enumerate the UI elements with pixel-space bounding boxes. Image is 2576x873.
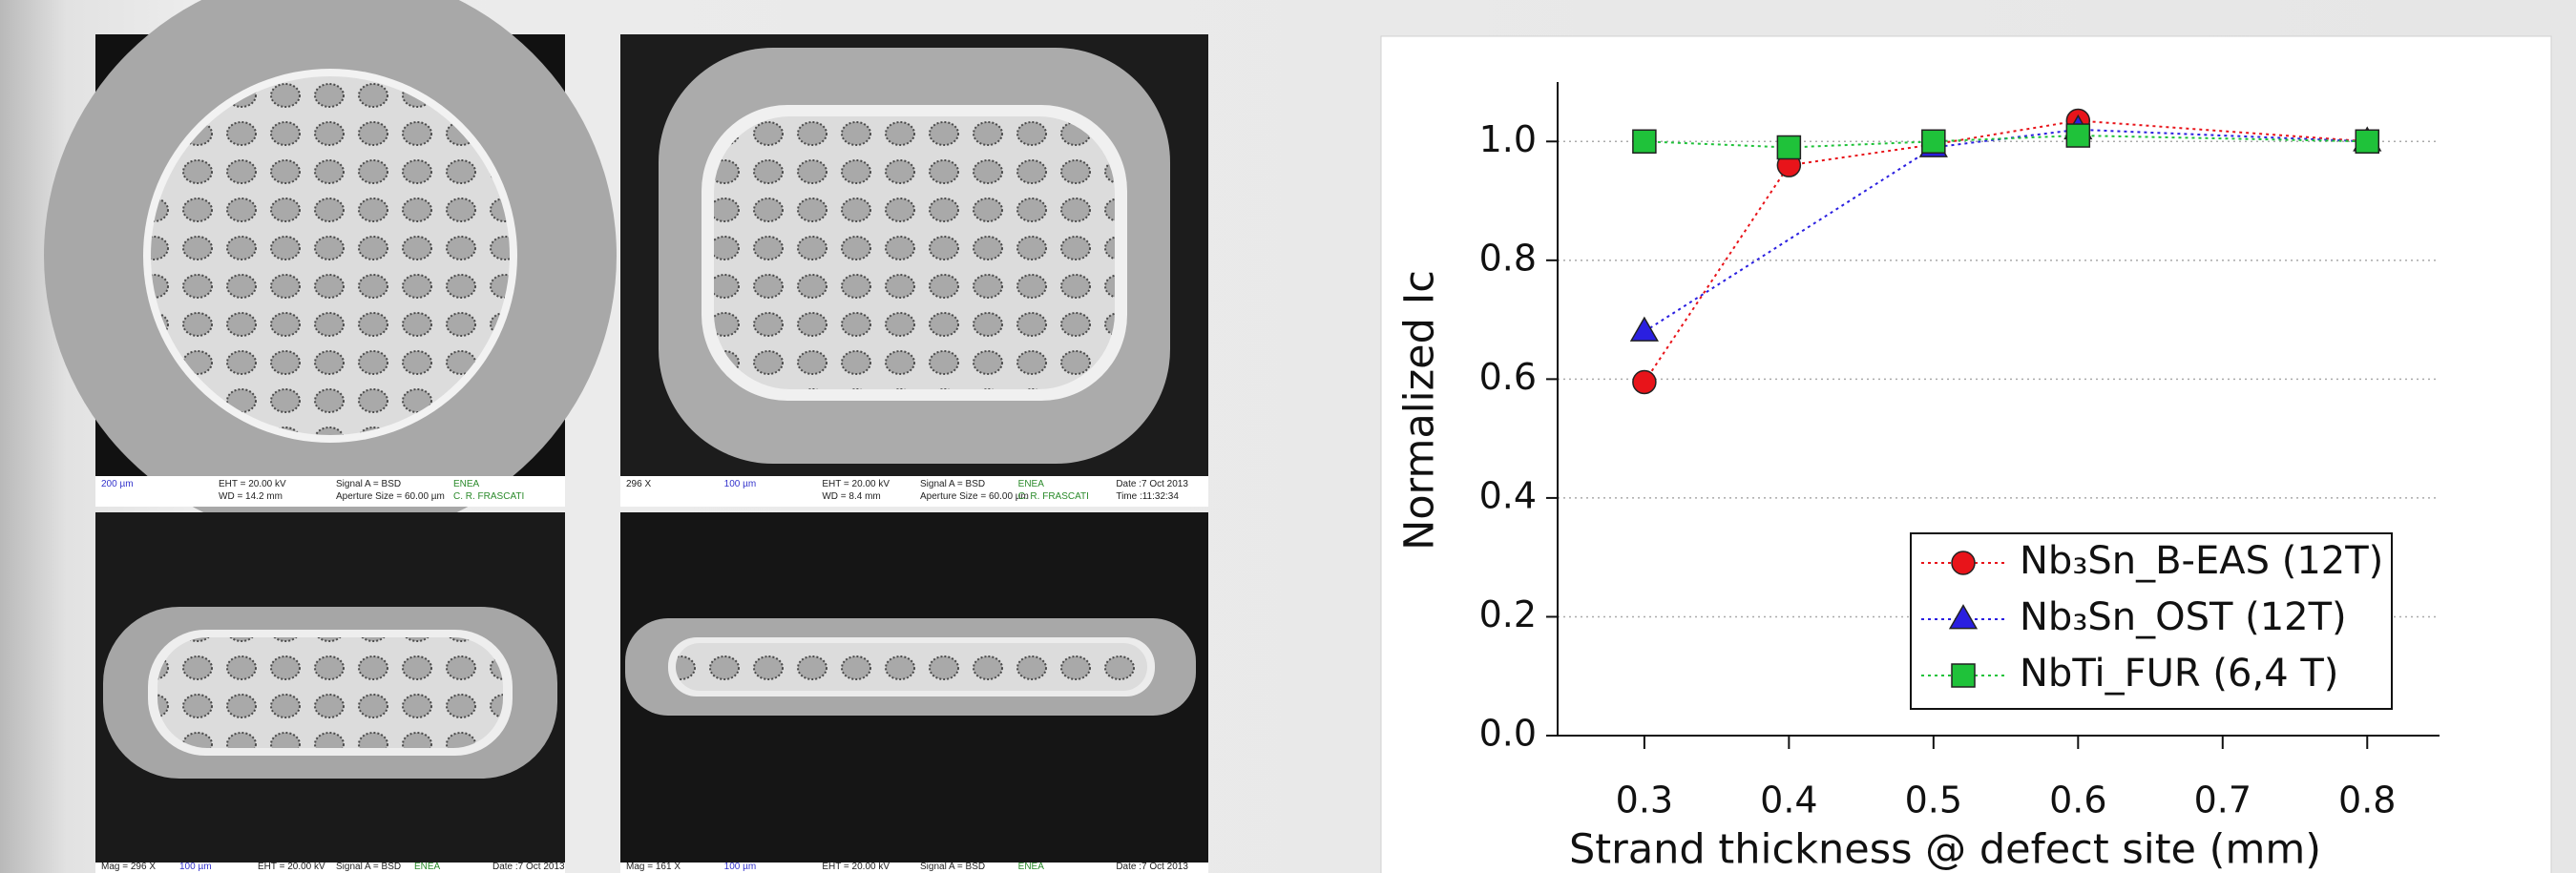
micrograph-info: 200 µm bbox=[101, 479, 134, 489]
y-axis-label: Normalized Ic bbox=[1396, 270, 1444, 551]
slide: {"chart_data": {"type": "line", "xlabel"… bbox=[0, 0, 2576, 873]
micrograph-info: Signal A = BSD bbox=[336, 862, 401, 872]
legend-label: NbTi_FUR (6,4 T) bbox=[2020, 652, 2338, 696]
y-tick-label: 1.0 bbox=[1479, 118, 1537, 160]
x-tick-label: 0.6 bbox=[2049, 779, 2106, 821]
micrograph-info: WD = 14.2 mm bbox=[219, 491, 283, 502]
slide-canvas: Normalized Ic Strand thickness @ defect … bbox=[0, 0, 2576, 873]
x-tick-label: 0.8 bbox=[2338, 779, 2396, 821]
micrograph bbox=[44, 0, 617, 542]
y-tick-label: 0.0 bbox=[1479, 713, 1537, 755]
x-tick-label: 0.4 bbox=[1760, 779, 1817, 821]
legend-label: Nb₃Sn_B-EAS (12T) bbox=[2020, 539, 2383, 583]
marker bbox=[1633, 370, 1656, 393]
micrograph-info: WD = 8.4 mm bbox=[822, 491, 880, 502]
x-tick-label: 0.7 bbox=[2194, 779, 2251, 821]
x-axis-label: Strand thickness @ defect site (mm) bbox=[1569, 826, 2321, 873]
micrograph-info: C. R. FRASCATI bbox=[453, 491, 524, 502]
x-tick-label: 0.5 bbox=[1905, 779, 1962, 821]
y-tick-label: 0.6 bbox=[1479, 356, 1537, 398]
micrograph-info: ENEA bbox=[414, 862, 441, 872]
micrograph-info: Date :7 Oct 2013 bbox=[492, 862, 565, 872]
micrograph-info: 296 X bbox=[626, 479, 651, 489]
marker bbox=[1777, 136, 1800, 159]
micrograph-info: Time :11:32:34 bbox=[1116, 491, 1179, 502]
micrograph-info: 100 µm bbox=[179, 862, 212, 872]
micrograph-info: Signal A = BSD bbox=[336, 479, 401, 489]
y-tick-label: 0.4 bbox=[1479, 474, 1537, 516]
micrograph bbox=[95, 512, 565, 873]
micrograph-info: ENEA bbox=[453, 479, 480, 489]
legend-marker bbox=[1952, 664, 1975, 687]
micrograph-info: EHT = 20.00 kV bbox=[822, 479, 890, 489]
micrograph-info: Signal A = BSD bbox=[920, 479, 985, 489]
micrograph-info: 100 µm bbox=[724, 479, 757, 489]
micrograph-info: ENEA bbox=[1018, 479, 1045, 489]
micrograph-info: EHT = 20.00 kV bbox=[219, 479, 286, 489]
marker bbox=[1922, 130, 1945, 153]
micrograph-info: Mag = 161 X bbox=[626, 862, 681, 872]
marker bbox=[2066, 124, 2089, 147]
x-tick-label: 0.3 bbox=[1616, 779, 1673, 821]
marker bbox=[1633, 130, 1656, 153]
chart-panel bbox=[1381, 36, 2551, 873]
micrograph-info: ENEA bbox=[1018, 862, 1045, 872]
micrograph-info: EHT = 20.00 kV bbox=[822, 862, 890, 872]
micrograph-info: Aperture Size = 60.00 µm bbox=[336, 491, 445, 502]
micrograph-info: 100 µm bbox=[724, 862, 757, 872]
y-tick-label: 0.2 bbox=[1479, 593, 1537, 635]
micrograph-info: Date :7 Oct 2013 bbox=[1116, 479, 1188, 489]
micrograph-info: C. R. FRASCATI bbox=[1018, 491, 1089, 502]
micrograph-info: EHT = 20.00 kV bbox=[258, 862, 325, 872]
micrograph bbox=[620, 512, 1208, 873]
micrograph-info: Signal A = BSD bbox=[920, 862, 985, 872]
micrograph bbox=[620, 34, 1208, 507]
marker bbox=[2356, 130, 2378, 153]
legend-label: Nb₃Sn_OST (12T) bbox=[2020, 595, 2347, 639]
micrograph-info: Aperture Size = 60.00 µm bbox=[920, 491, 1029, 502]
y-tick-label: 0.8 bbox=[1479, 237, 1537, 279]
micrograph-info: Date :7 Oct 2013 bbox=[1116, 862, 1188, 872]
micrograph-info: Mag = 296 X bbox=[101, 862, 156, 872]
legend-marker bbox=[1952, 551, 1975, 574]
